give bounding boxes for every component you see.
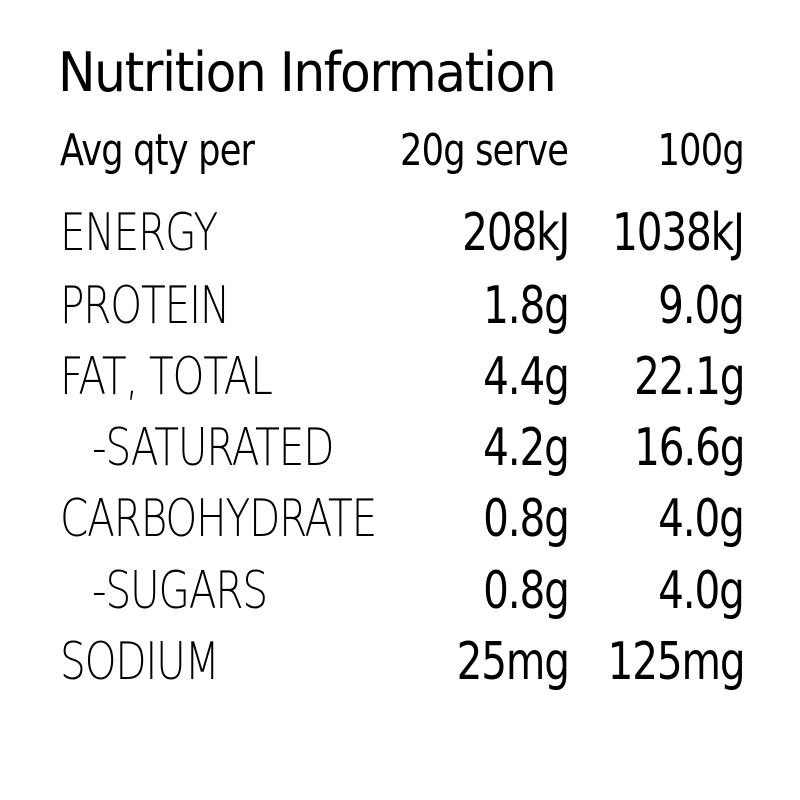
nutrient-name-fat-total: FAT, TOTAL <box>60 347 273 407</box>
nutrient-name-saturated: -SATURATED <box>92 418 334 478</box>
nutrient-name-sugars: -SUGARS <box>92 561 268 621</box>
sodium-per-serve: 25mg <box>456 632 570 692</box>
carbohydrate-per-serve: 0.8g <box>483 489 570 549</box>
energy-per-100g: 1038kJ <box>612 203 745 263</box>
panel-title: Nutrition Information <box>58 41 557 104</box>
saturated-per-serve: 4.2g <box>483 418 570 478</box>
energy-per-serve: 208kJ <box>461 203 570 263</box>
sugars-per-serve: 0.8g <box>483 561 570 621</box>
per-100g-header: 100g <box>657 125 745 176</box>
protein-per-100g: 9.0g <box>658 276 745 336</box>
fat-total-per-100g: 22.1g <box>633 347 745 407</box>
nutrient-name-carbohydrate: CARBOHYDRATE <box>60 489 377 549</box>
nutrient-name-energy: ENERGY <box>60 203 218 263</box>
fat-total-per-serve: 4.4g <box>483 347 570 407</box>
protein-per-serve: 1.8g <box>483 276 570 336</box>
avg-qty-header: Avg qty per <box>60 125 255 176</box>
nutrient-name-protein: PROTEIN <box>60 276 230 336</box>
per-serve-header: 20g serve <box>399 125 569 176</box>
carbohydrate-per-100g: 4.0g <box>658 489 745 549</box>
nutrient-name-sodium: SODIUM <box>60 632 220 692</box>
saturated-per-100g: 16.6g <box>633 418 745 478</box>
sodium-per-100g: 125mg <box>607 632 745 692</box>
sugars-per-100g: 4.0g <box>658 561 745 621</box>
